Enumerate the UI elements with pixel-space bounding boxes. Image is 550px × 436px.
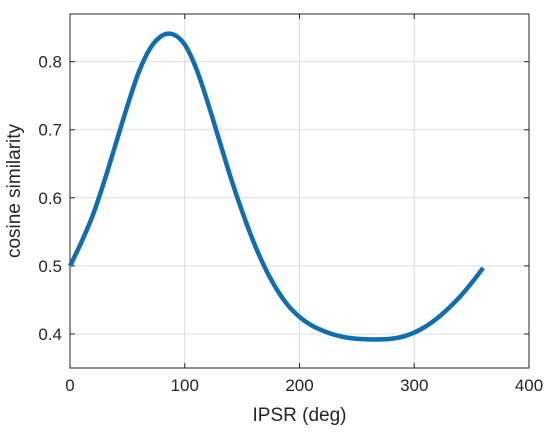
y-axis-label: cosine similarity <box>4 123 25 258</box>
x-tick-label: 100 <box>171 376 199 395</box>
axis-ticks: 0 100 200 300 400 0.4 0.5 0.6 0.7 0.8 <box>38 14 543 395</box>
series-line <box>67 31 485 342</box>
y-tick-label: 0.5 <box>38 257 62 276</box>
x-tick-label: 400 <box>515 376 543 395</box>
grid <box>70 14 529 368</box>
x-tick-label: 300 <box>400 376 428 395</box>
y-tick-label: 0.8 <box>38 53 62 72</box>
series-group <box>67 31 485 342</box>
y-tick-label: 0.6 <box>38 189 62 208</box>
y-tick-label: 0.7 <box>38 121 62 140</box>
y-tick-label: 0.4 <box>38 325 62 344</box>
x-tick-label: 0 <box>65 376 74 395</box>
x-axis-label: IPSR (deg) <box>253 405 347 426</box>
x-tick-label: 200 <box>285 376 313 395</box>
